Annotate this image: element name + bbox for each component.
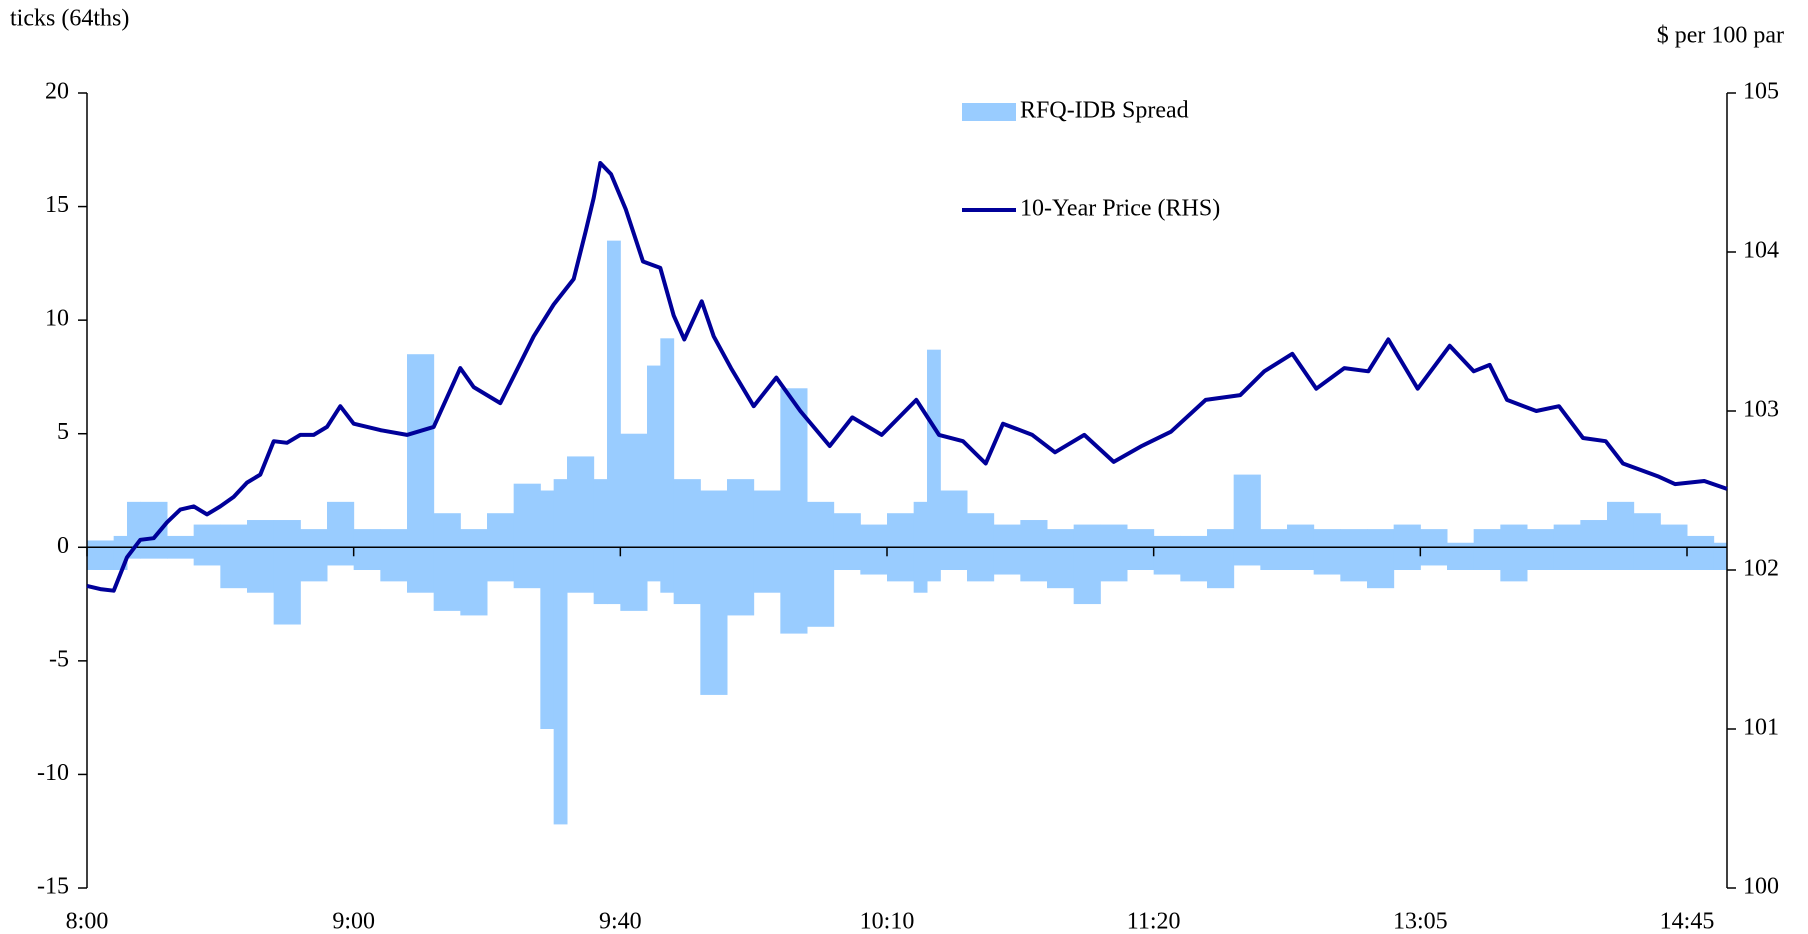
y2-tick-label: 102 bbox=[1743, 556, 1779, 582]
spread-bar bbox=[1180, 535, 1208, 582]
y2-tick-label: 105 bbox=[1743, 79, 1779, 105]
y-tick-label: 0 bbox=[57, 533, 69, 559]
spread-bar bbox=[647, 365, 661, 582]
spread-bar bbox=[380, 529, 408, 582]
x-tick-label: 9:00 bbox=[332, 909, 375, 934]
spread-bar bbox=[1260, 529, 1288, 570]
spread-bar bbox=[807, 501, 835, 627]
spread-bar bbox=[407, 354, 435, 593]
spread-bar bbox=[620, 433, 648, 611]
spread-bar bbox=[247, 520, 275, 593]
spread-bar bbox=[993, 524, 1021, 575]
spread-bar bbox=[1687, 535, 1715, 570]
spread-bar bbox=[220, 524, 248, 589]
spread-bar bbox=[1073, 524, 1101, 605]
legend-label: RFQ-IDB Spread bbox=[1020, 98, 1189, 124]
spread-bar bbox=[673, 479, 701, 605]
spread-bar bbox=[460, 529, 488, 616]
spread-bar bbox=[140, 501, 168, 559]
y2-tick-label: 100 bbox=[1743, 874, 1779, 900]
y2-tick-label: 101 bbox=[1743, 715, 1779, 741]
spread-bar bbox=[1313, 529, 1341, 575]
spread-bar bbox=[567, 456, 595, 593]
spread-bar bbox=[1367, 529, 1395, 589]
y2-tick-label: 104 bbox=[1743, 238, 1779, 264]
spread-bar bbox=[1100, 524, 1128, 582]
spread-bar bbox=[513, 483, 541, 589]
spread-bar bbox=[833, 513, 861, 570]
spread-bar bbox=[327, 501, 355, 566]
spread-bar bbox=[660, 338, 675, 593]
spread-bar bbox=[753, 490, 781, 593]
y-tick-label: -15 bbox=[37, 874, 69, 900]
y-axis-label: ticks (64ths) bbox=[10, 6, 129, 32]
spread-bar bbox=[593, 479, 608, 605]
spread-bar bbox=[1473, 529, 1501, 570]
spread-bar bbox=[1607, 501, 1635, 570]
spread-bar bbox=[1580, 520, 1608, 570]
y-tick-label: 5 bbox=[57, 419, 69, 445]
y-tick-label: 15 bbox=[45, 192, 69, 218]
spread-bar bbox=[1713, 542, 1728, 570]
y-tick-label: -5 bbox=[49, 646, 69, 672]
spread-bar bbox=[940, 490, 968, 570]
spread-bar bbox=[1340, 529, 1368, 582]
y-tick-label: 10 bbox=[45, 306, 69, 332]
spread-bar bbox=[780, 388, 808, 634]
spread-bar bbox=[353, 529, 381, 570]
spread-bar bbox=[273, 520, 301, 625]
x-tick-label: 10:10 bbox=[860, 909, 915, 934]
spread-bar bbox=[1153, 535, 1181, 575]
spread-bar bbox=[1633, 513, 1661, 570]
spread-bar bbox=[193, 524, 221, 566]
spread-bar bbox=[1207, 529, 1235, 589]
spread-bar bbox=[927, 349, 941, 582]
spread-bar bbox=[860, 524, 888, 575]
x-tick-label: 13:05 bbox=[1393, 909, 1448, 934]
spread-bar bbox=[1233, 474, 1261, 566]
spread-bar bbox=[300, 529, 328, 582]
legend-label: 10-Year Price (RHS) bbox=[1020, 196, 1220, 222]
spread-bar bbox=[607, 240, 621, 605]
y2-axis-label: $ per 100 par bbox=[1657, 23, 1784, 49]
legend-swatch bbox=[962, 103, 1016, 121]
x-tick-label: 9:40 bbox=[599, 909, 642, 934]
spread-bar bbox=[1527, 529, 1555, 570]
spread-bar bbox=[553, 479, 568, 825]
spread-bar bbox=[433, 513, 461, 611]
spread-bar bbox=[1127, 529, 1155, 570]
x-tick-label: 8:00 bbox=[66, 909, 109, 934]
x-tick-label: 14:45 bbox=[1660, 909, 1715, 934]
price-line bbox=[86, 161, 1728, 593]
spread-bar bbox=[700, 490, 728, 695]
x-tick-label: 11:20 bbox=[1127, 909, 1181, 934]
y2-tick-label: 103 bbox=[1743, 397, 1779, 423]
spread-bar bbox=[540, 490, 555, 729]
y-tick-label: -10 bbox=[37, 760, 69, 786]
spread-bar bbox=[87, 540, 115, 570]
spread-bar bbox=[1047, 529, 1075, 589]
y-tick-label: 20 bbox=[45, 79, 69, 105]
spread-bar bbox=[1500, 524, 1528, 582]
spread-bar bbox=[1020, 520, 1048, 582]
